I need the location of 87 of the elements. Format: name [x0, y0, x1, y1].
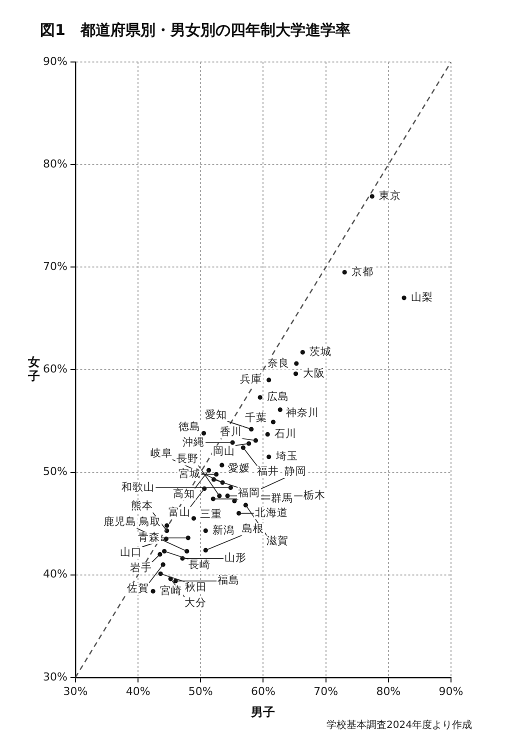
series-label: 香川 — [220, 425, 242, 438]
point — [270, 420, 276, 424]
point — [265, 432, 270, 437]
text: 福島 — [218, 574, 240, 587]
text: 和歌山 — [122, 480, 155, 494]
text: 栃木 — [304, 488, 326, 502]
text: 滋賀 — [266, 535, 289, 548]
series-label: 京都 — [352, 264, 374, 278]
text: 熊本 — [130, 499, 153, 512]
text: 山形 — [224, 551, 246, 564]
series-label: 神奈川 — [286, 406, 320, 419]
series-label: 佐賀 — [127, 582, 150, 595]
series-label: 愛媛 — [228, 461, 250, 474]
text: 群馬 — [271, 492, 294, 505]
x-tick-label: 40% — [126, 684, 150, 698]
text: 山口 — [120, 546, 142, 559]
text: 愛知 — [205, 408, 228, 421]
series-label: 三重 — [200, 508, 222, 521]
point — [258, 395, 262, 400]
series-label: 大阪 — [302, 366, 325, 380]
series-label: 新潟 — [212, 523, 235, 536]
point — [370, 194, 374, 199]
text: 長野 — [176, 453, 198, 466]
text: 岐阜 — [150, 446, 172, 460]
text: 学校基本調査2024年度より作成 — [326, 718, 472, 732]
y-tick-label: 50% — [42, 465, 68, 478]
series-label: 山梨 — [411, 290, 434, 304]
y-tick-label: 70% — [42, 260, 68, 273]
y-tick-label: 30% — [42, 670, 68, 684]
y-tick-label: 80% — [42, 157, 68, 170]
series-label: 宮城 — [178, 467, 200, 480]
series-label: 埼玉 — [274, 450, 298, 463]
point — [402, 296, 406, 300]
series-label: 千葉 — [245, 411, 268, 424]
series-label: 北海道 — [254, 506, 288, 520]
x-axis-title: 男子 — [250, 704, 276, 719]
point — [342, 270, 347, 275]
series-label: 高知 — [172, 487, 195, 500]
text: 長崎 — [188, 558, 211, 571]
y-axis-title: 女子 — [27, 354, 40, 383]
x-tick-label: 60% — [251, 684, 276, 698]
x-tick-label: 30% — [63, 684, 88, 698]
point — [294, 361, 299, 366]
series-label: 福井 — [257, 464, 280, 478]
chart-title: 図1 都道府県別・男女別の四年制大学進学率 — [40, 20, 350, 39]
point — [164, 523, 170, 528]
point — [300, 350, 305, 355]
point — [206, 468, 212, 473]
series-label: 広島 — [267, 390, 290, 404]
series-label: 富山 — [168, 506, 190, 519]
text: 鹿児島 — [104, 514, 137, 528]
point — [150, 588, 156, 594]
series-label: 岩手 — [130, 560, 152, 574]
point — [293, 372, 298, 376]
x-tick-label: 50% — [188, 684, 213, 698]
y-tick-label: 90% — [42, 54, 68, 68]
point — [201, 430, 206, 436]
series-label: 茨城 — [310, 345, 332, 358]
point — [191, 516, 196, 521]
text: 秋田 — [184, 582, 207, 594]
x-tick-label: 70% — [314, 684, 338, 698]
series-label: 岡山 — [212, 444, 235, 458]
x-tick-label: 90% — [438, 684, 464, 698]
point — [236, 510, 242, 516]
text: 静岡 — [284, 466, 307, 478]
point — [266, 454, 272, 460]
y-tick-label: 40% — [42, 568, 68, 581]
series-label: 宮崎 — [160, 584, 182, 597]
series-label: 大分 — [184, 596, 207, 609]
y-tick-label: 60% — [42, 362, 68, 376]
point — [214, 472, 219, 477]
text: 沖縄 — [182, 435, 205, 448]
series-label: 奈良 — [267, 356, 290, 370]
point — [278, 407, 282, 412]
series-label: 兵庫 — [240, 372, 262, 386]
point — [228, 485, 233, 490]
text: 青森 — [138, 530, 160, 544]
x-tick-label: 80% — [376, 684, 401, 698]
point — [220, 462, 224, 468]
text: 島根 — [242, 522, 264, 535]
series-label: 徳島 — [178, 420, 200, 433]
point — [203, 528, 208, 534]
point — [266, 378, 272, 382]
text: 福岡 — [238, 486, 260, 500]
series-label: 東京 — [379, 189, 402, 202]
series-label: 鳥取 — [138, 516, 161, 528]
series-label: 石川 — [274, 427, 297, 440]
